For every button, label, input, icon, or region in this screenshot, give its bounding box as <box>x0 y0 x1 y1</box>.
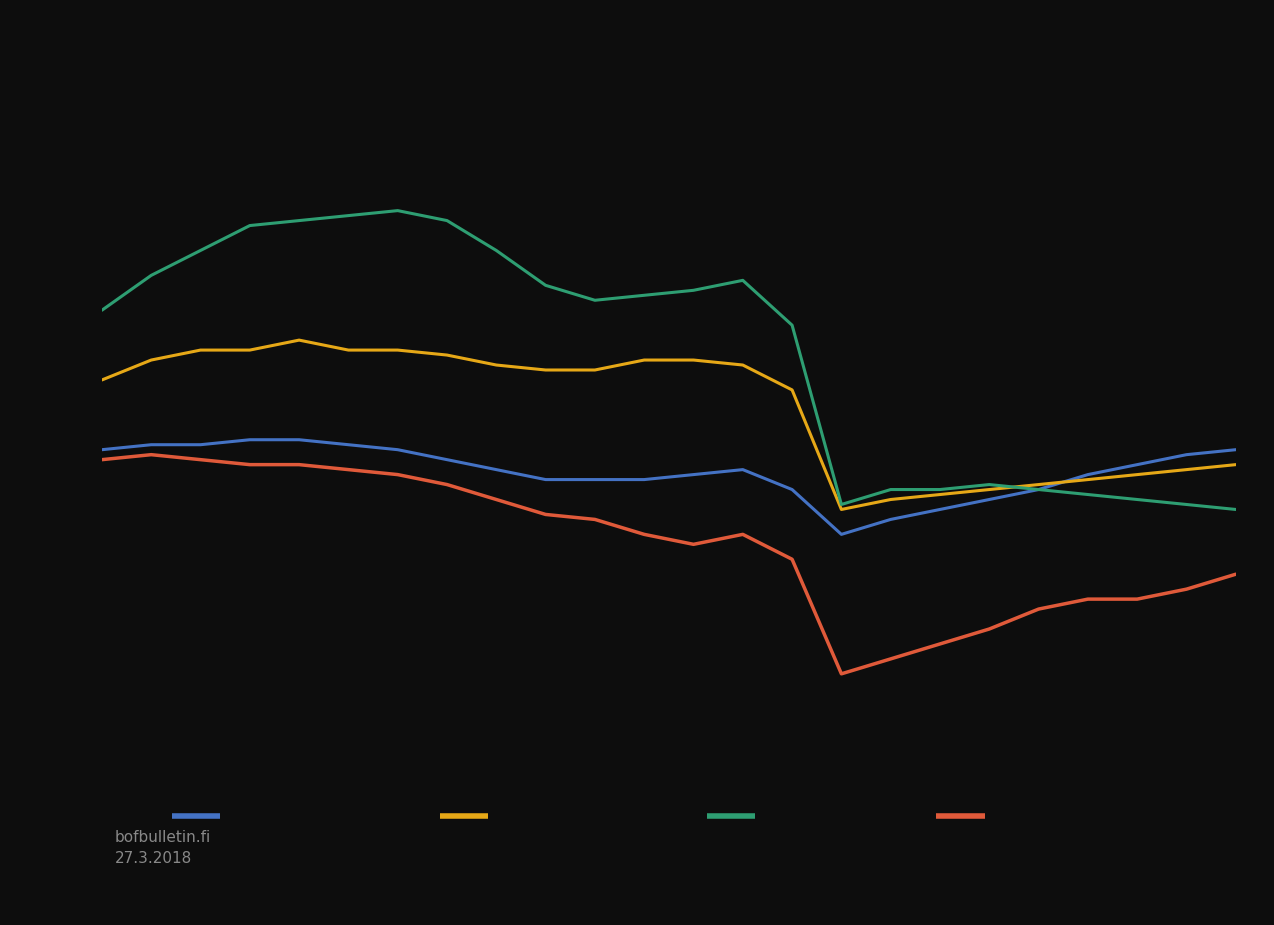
Text: bofbulletin.fi: bofbulletin.fi <box>115 830 211 845</box>
Text: 27.3.2018: 27.3.2018 <box>115 851 192 866</box>
